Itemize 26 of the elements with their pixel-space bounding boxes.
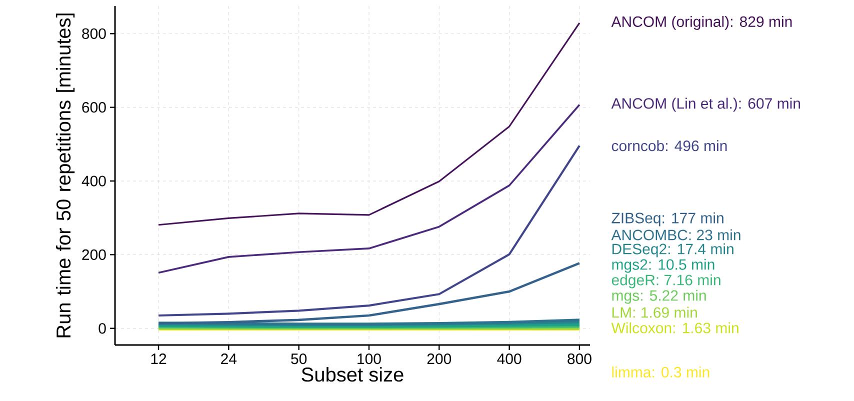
text: limma: 0.3 min: [612, 366, 710, 378]
text: Wilcoxon: 1.63 min: [611, 322, 738, 334]
text: ANCOM (original): 829 min: [611, 16, 792, 30]
x-tick-label: 200: [427, 354, 452, 364]
text: edgeR: 7.16 min: [612, 274, 720, 288]
y-tick-label: 0: [98, 323, 106, 334]
text: ANCOMBC: 23 min: [611, 229, 740, 240]
x-tick-label: 12: [151, 354, 166, 364]
x-tick-label: 100: [358, 354, 381, 364]
x-tick-label: 800: [568, 354, 592, 364]
x-tick-label: 24: [221, 354, 237, 364]
text: LM: 1.69 min: [612, 306, 697, 318]
text: ANCOM (Lin et al.): 607 min: [611, 98, 800, 112]
y-tick-label: 800: [82, 28, 106, 39]
text: DESeq2: 17.4 min: [612, 243, 734, 258]
y-tick-label: 400: [82, 176, 106, 186]
x-tick-label: 50: [291, 354, 307, 364]
y-tick-label: 600: [82, 102, 106, 113]
x-axis-title: Subset size: [302, 367, 404, 382]
text: mgs2: 10.5 min: [612, 258, 714, 273]
text: ZIBSeq: 177 min: [612, 212, 724, 226]
y-tick-label: 200: [82, 249, 106, 260]
y-axis-title: Run time for 50 repetitions [minutes]: [56, 14, 75, 338]
text: corncob: 496 min: [612, 140, 727, 152]
text: mgs: 5.22 min: [612, 290, 706, 304]
x-tick-label: 400: [497, 354, 522, 364]
